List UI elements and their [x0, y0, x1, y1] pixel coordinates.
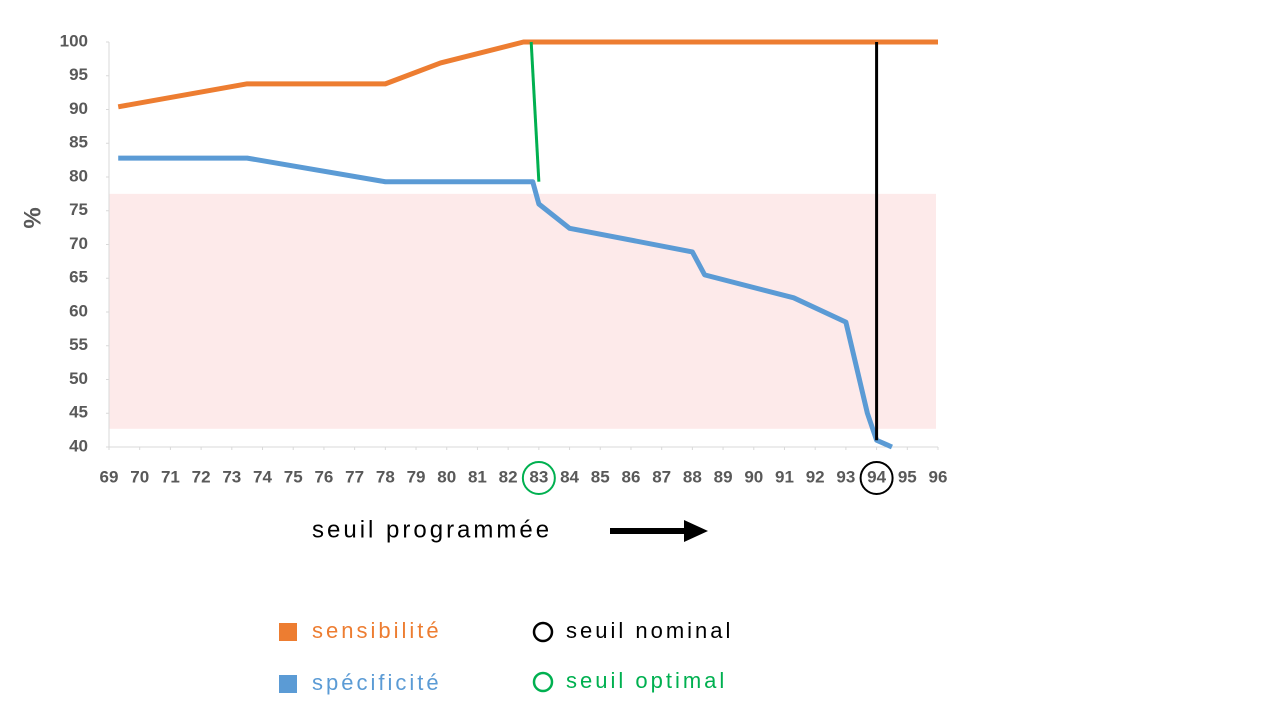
x-tick-label: 95	[898, 467, 917, 486]
band	[109, 193, 936, 429]
vline	[529, 41, 541, 182]
x-tick-label: 76	[314, 467, 333, 486]
y-tick-label: 50	[69, 369, 88, 388]
legend-label: seuil optimal	[566, 668, 727, 693]
x-tick-label: 85	[591, 467, 610, 486]
x-tick-label: 93	[836, 467, 855, 486]
x-tick-label: 80	[437, 467, 456, 486]
x-tick-label: 96	[929, 467, 948, 486]
x-tick-label: 84	[560, 467, 579, 486]
x-tick-label: 92	[806, 467, 825, 486]
y-tick-label: 85	[69, 133, 88, 152]
x-tick-label: 78	[376, 467, 395, 486]
x-tick-label: 90	[744, 467, 763, 486]
y-tick-label: 70	[69, 234, 88, 253]
x-tick-label: 72	[192, 467, 211, 486]
x-tick-label: 71	[161, 467, 180, 486]
x-tick-label: 81	[468, 467, 487, 486]
tick-highlight	[521, 461, 556, 495]
x-tick-label: 79	[407, 467, 426, 486]
x-tick-label: 69	[100, 467, 119, 486]
y-tick-label: 95	[69, 65, 88, 84]
x-tick-label: 86	[622, 467, 641, 486]
x-tick-label: 73	[222, 467, 241, 486]
legend-label: spécificité	[312, 670, 442, 695]
y-tick-label: 40	[69, 436, 88, 455]
x-tick-label: 75	[284, 467, 303, 486]
x-tick-label: 70	[130, 467, 149, 486]
legend-swatch	[279, 675, 297, 693]
x-tick-label: 88	[683, 467, 702, 486]
line	[117, 39, 938, 110]
y-tick-label: 80	[69, 166, 88, 185]
legend-marker	[532, 621, 554, 643]
x-tick-label: 87	[652, 467, 671, 486]
x-tick-label: 82	[499, 467, 518, 486]
y-tick-label: 55	[69, 335, 88, 354]
x-tick-label: 94	[867, 467, 886, 486]
line	[118, 155, 893, 450]
y-tick-label: 60	[69, 301, 88, 320]
x-axis-label: seuil programmée	[312, 516, 552, 543]
legend-label: seuil nominal	[566, 618, 733, 643]
y-tick-label: 75	[69, 200, 88, 219]
x-tick-label: 77	[345, 467, 364, 486]
arrow	[610, 520, 708, 542]
y-tick-label: 100	[60, 31, 88, 50]
y-tick-label: 65	[69, 268, 88, 287]
legend-label: sensibilité	[312, 618, 442, 643]
x-tick-label: 91	[775, 467, 794, 486]
legend-swatch	[279, 623, 297, 641]
y-tick-label: 90	[69, 99, 88, 118]
legend-marker	[532, 671, 554, 693]
x-tick-label: 74	[253, 467, 272, 486]
x-tick-label: 83	[529, 467, 548, 486]
x-tick-label: 89	[714, 467, 733, 486]
y-axis-label: %	[19, 207, 46, 228]
y-tick-label: 45	[69, 403, 88, 422]
tick-highlight	[859, 461, 894, 495]
